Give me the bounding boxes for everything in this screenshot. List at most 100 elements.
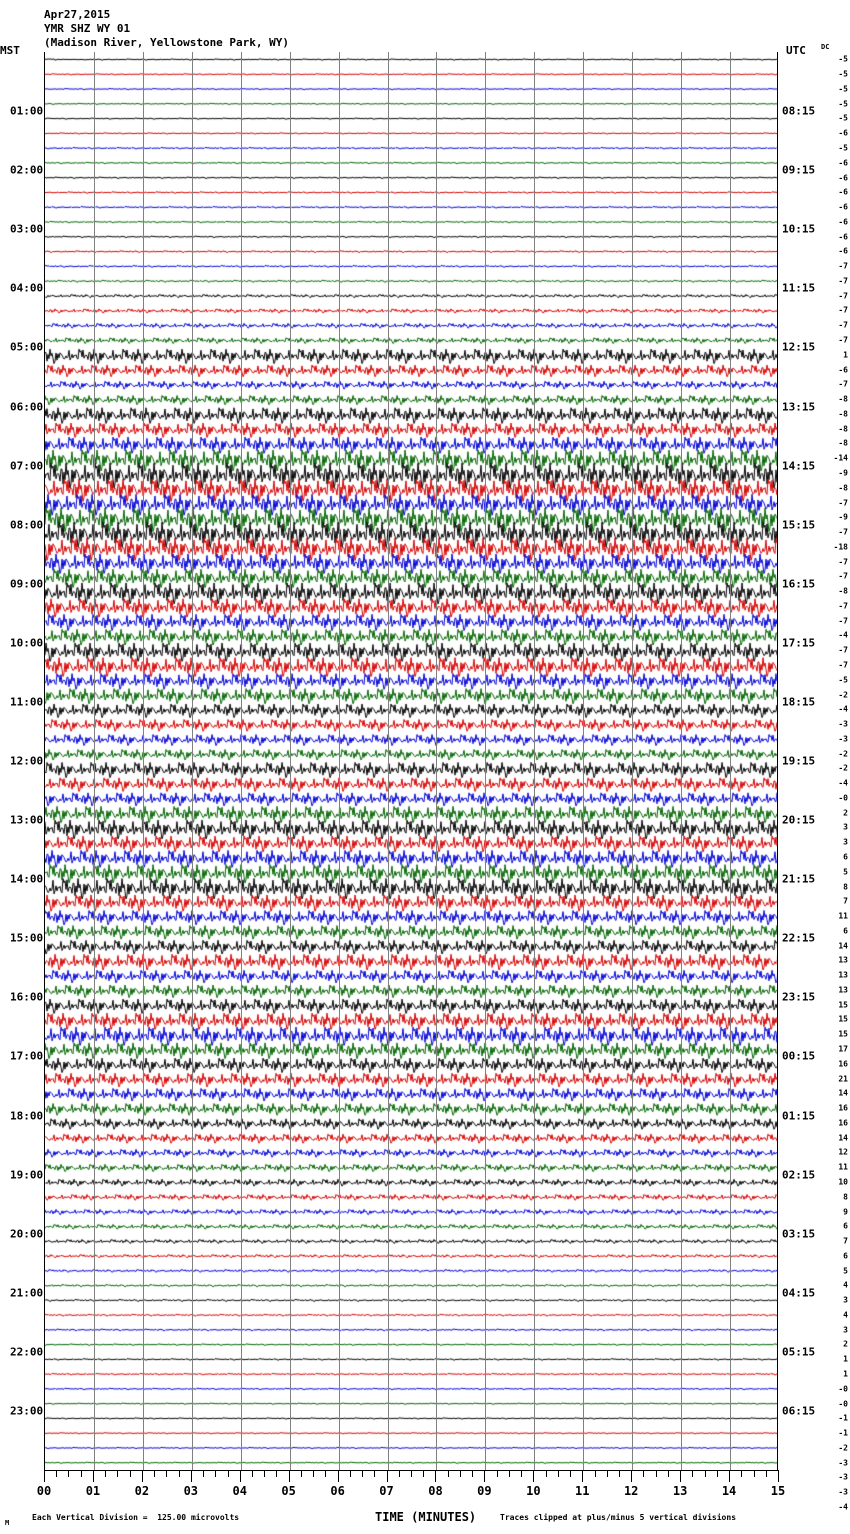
- dc-offset-label: 16: [838, 1059, 848, 1069]
- x-tick-minor: [301, 1470, 302, 1477]
- dc-offset-label: -4: [838, 704, 848, 714]
- x-tick-major: [778, 1470, 779, 1482]
- mst-label-2200: 22:00: [10, 1345, 44, 1359]
- dc-offset-label: -1: [838, 1413, 848, 1423]
- x-tick-label-03: 03: [183, 1484, 199, 1498]
- x-tick-major: [387, 1470, 388, 1482]
- x-tick-minor: [130, 1470, 131, 1477]
- dc-offset-label: -7: [838, 645, 848, 655]
- dc-offset-label: -2: [838, 749, 848, 759]
- dc-offset-label: -4: [838, 778, 848, 788]
- dc-offset-label: -7: [838, 498, 848, 507]
- x-tick-label-08: 08: [428, 1484, 443, 1498]
- utc-label-1615: 16:15: [782, 577, 816, 591]
- dc-offset-label: -6: [838, 173, 848, 183]
- mst-label-1900: 19:00: [10, 1168, 44, 1182]
- gridline-minute-11: [583, 52, 584, 1470]
- dc-offset-label: 1: [843, 1354, 848, 1364]
- x-tick-major: [240, 1470, 241, 1482]
- dc-offset-label: -3: [838, 734, 848, 744]
- mst-label-0700: 07:00: [10, 459, 44, 473]
- dc-offset-label: 13: [838, 970, 848, 980]
- dc-offset-label: 3: [843, 822, 848, 832]
- dc-offset-label: -5: [838, 84, 848, 94]
- dc-offset-label: 7: [843, 896, 848, 906]
- header-date: Apr27,2015: [44, 8, 111, 21]
- x-tick-label-04: 04: [232, 1484, 247, 1498]
- utc-label-0515: 05:15: [782, 1345, 816, 1359]
- gridline-minute-7: [388, 52, 389, 1470]
- x-tick-minor: [472, 1470, 473, 1477]
- mst-label-0200: 02:00: [10, 163, 44, 177]
- x-tick-major: [142, 1470, 143, 1482]
- x-tick-minor: [350, 1470, 351, 1477]
- x-tick-minor: [411, 1470, 412, 1477]
- dc-offset-label: 16: [838, 1103, 848, 1113]
- utc-label-2115: 21:15: [782, 872, 816, 886]
- dc-offset-label: 10: [838, 1177, 848, 1187]
- utc-label-1315: 13:15: [782, 400, 816, 413]
- dc-offset-label: -3: [838, 1487, 848, 1497]
- x-tick-minor: [717, 1470, 718, 1477]
- header-location: (Madison River, Yellowstone Park, WY): [44, 36, 290, 49]
- x-tick-label-02: 02: [134, 1484, 150, 1498]
- dc-offset-label: -6: [838, 202, 848, 212]
- x-tick-minor: [228, 1470, 229, 1477]
- x-tick-label-00: 00: [36, 1484, 52, 1498]
- mst-label-1700: 17:00: [10, 1049, 44, 1063]
- dc-offset-label: 5: [843, 867, 848, 877]
- x-tick-label-01: 01: [85, 1484, 101, 1498]
- x-axis-title: TIME (MINUTES): [375, 1510, 477, 1524]
- x-tick-label-13: 13: [672, 1484, 688, 1498]
- mst-label-0400: 04:00: [10, 281, 44, 295]
- x-tick-label-05: 05: [281, 1484, 296, 1498]
- dc-offset-label: 2: [843, 808, 848, 818]
- mst-label-1500: 15:00: [10, 931, 44, 945]
- dc-offset-label: 14: [838, 1088, 848, 1098]
- dc-offset-label: -8: [838, 424, 848, 434]
- x-tick-minor: [276, 1470, 277, 1477]
- gridline-minute-5: [290, 52, 291, 1470]
- dc-offset-label: 17: [838, 1044, 848, 1054]
- mst-label-0900: 09:00: [10, 577, 44, 591]
- utc-label-0615: 06:15: [782, 1404, 816, 1418]
- x-tick-minor: [766, 1470, 767, 1477]
- x-tick-minor: [203, 1470, 204, 1477]
- dc-offset-label: -8: [838, 438, 848, 448]
- dc-offset-label: -6: [838, 128, 848, 138]
- dc-offset-label: -7: [838, 571, 848, 581]
- dc-offset-label: -0: [838, 1384, 848, 1394]
- x-tick-minor: [546, 1470, 547, 1477]
- x-tick-minor: [105, 1470, 106, 1477]
- x-tick-minor: [81, 1470, 82, 1477]
- x-tick-label-15: 15: [770, 1484, 786, 1498]
- gridline-minute-9: [485, 52, 486, 1470]
- utc-label-0815: 08:15: [782, 104, 816, 118]
- x-tick-minor: [215, 1470, 216, 1477]
- dc-offset-label: -6: [838, 187, 848, 197]
- dc-offset-label: -6: [838, 365, 848, 375]
- x-tick-minor: [264, 1470, 265, 1477]
- seismogram-traces-canvas: [45, 52, 777, 1470]
- mst-label-2300: 23:00: [10, 1404, 44, 1418]
- dc-offset-label: -3: [838, 719, 848, 729]
- dc-offset-label: -7: [838, 660, 848, 670]
- x-tick-minor: [619, 1470, 620, 1477]
- x-tick-major: [44, 1470, 45, 1482]
- dc-offset-label: 14: [838, 1133, 848, 1143]
- dc-offset-label: 13: [838, 985, 848, 995]
- x-tick-major: [729, 1470, 730, 1482]
- dc-offset-label: -6: [838, 232, 848, 242]
- x-tick-minor: [154, 1470, 155, 1477]
- dc-offset-label: -3: [838, 1472, 848, 1482]
- left-axis-label: MST: [0, 44, 20, 57]
- x-tick-minor: [741, 1470, 742, 1477]
- dc-offset-label: 15: [838, 1029, 848, 1039]
- utc-label-1815: 18:15: [782, 695, 816, 709]
- utc-label-2315: 23:15: [782, 990, 816, 1004]
- seismogram-plot-area[interactable]: [44, 52, 778, 1470]
- dc-offset-label: -8: [838, 394, 848, 404]
- footer-scale-note: Each Vertical Division = 125.00 microvol…: [32, 1513, 240, 1522]
- mst-label-0100: 01:00: [10, 104, 44, 118]
- dc-offset-label: -5: [838, 113, 848, 123]
